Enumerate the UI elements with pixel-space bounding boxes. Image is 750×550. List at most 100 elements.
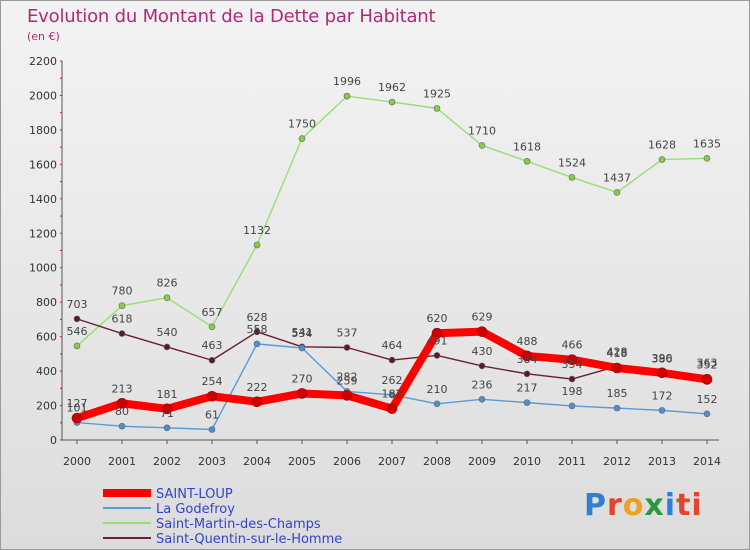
x-tick-label: 2004 (243, 455, 271, 468)
data-point (341, 390, 353, 401)
data-point (388, 391, 396, 399)
data-point (73, 342, 81, 350)
logo-letter: x (644, 488, 665, 523)
data-label: 463 (202, 339, 223, 352)
data-point (568, 174, 576, 181)
data-point (118, 422, 126, 430)
data-label: 558 (247, 323, 268, 336)
data-label: 541 (292, 326, 313, 339)
data-label: 386 (652, 353, 673, 366)
data-label: 254 (202, 375, 223, 388)
logo-letter: o (622, 488, 645, 523)
data-label: 1132 (243, 224, 271, 237)
data-label: 1996 (333, 75, 361, 88)
data-point (613, 189, 621, 196)
data-label: 172 (652, 389, 673, 402)
data-label: 1925 (423, 87, 451, 100)
data-label: 101 (67, 402, 88, 415)
data-point (296, 388, 308, 399)
y-tick-label: 200 (36, 400, 57, 413)
data-label: 826 (157, 277, 178, 290)
data-label: 1628 (648, 139, 676, 152)
data-point (253, 241, 261, 249)
x-tick-label: 2011 (558, 455, 586, 468)
data-point (118, 302, 126, 309)
data-point (73, 315, 81, 323)
data-label: 222 (247, 381, 268, 394)
data-point (71, 412, 83, 424)
data-point (568, 402, 576, 410)
logo-letter: i (691, 488, 703, 523)
data-label: 1437 (603, 171, 631, 184)
y-tick-label: 2000 (29, 89, 57, 102)
series-lines (71, 92, 713, 433)
data-label: 1750 (288, 118, 316, 131)
data-point (478, 396, 486, 403)
data-label: 657 (202, 306, 223, 319)
data-label: 428 (607, 345, 628, 358)
data-point (206, 390, 218, 402)
x-tick-label: 2003 (198, 455, 226, 468)
data-label: 352 (697, 358, 718, 371)
page-title: Evolution du Montant de la Dette par Hab… (27, 6, 436, 27)
x-tick-label: 2007 (378, 455, 406, 468)
data-label: 1635 (693, 137, 721, 150)
data-label: 213 (112, 382, 133, 395)
logo-letter: r (607, 488, 623, 523)
x-tick-label: 2001 (108, 455, 136, 468)
data-label: 262 (382, 374, 403, 387)
data-label: 181 (157, 388, 178, 401)
data-label: 217 (517, 382, 538, 395)
legend-label: La Godefroy (156, 502, 235, 517)
logo-letter: i (664, 488, 677, 523)
x-tick-label: 2006 (333, 455, 361, 468)
data-label: 185 (607, 387, 628, 400)
data-point (566, 354, 578, 366)
data-label: 363 (697, 356, 718, 369)
data-label: 71 (160, 407, 174, 420)
data-point (253, 340, 261, 348)
data-point (251, 396, 263, 408)
data-point (343, 344, 351, 351)
data-label: 1618 (513, 140, 541, 153)
data-label: 1962 (378, 81, 406, 94)
y-tick-label: 400 (36, 365, 57, 378)
chart-subtitle: (en €) (27, 30, 60, 43)
y-tick-label: 1200 (29, 227, 57, 240)
data-label: 703 (67, 298, 88, 311)
x-tick-label: 2014 (693, 455, 721, 468)
data-point (163, 294, 171, 302)
data-point (523, 370, 531, 378)
data-point (658, 156, 666, 163)
data-label: 236 (472, 378, 493, 391)
data-point (433, 400, 441, 408)
data-point (163, 343, 171, 351)
data-label: 537 (337, 326, 358, 339)
data-label: 488 (517, 335, 538, 348)
data-point (298, 135, 306, 142)
data-point (433, 352, 441, 359)
logo-letter: t (676, 488, 692, 523)
data-label: 80 (115, 405, 129, 418)
x-tick-label: 2009 (468, 455, 496, 468)
data-labels: 546 780 826 657 1132 1750 1996 1962 1925 1710 1618… (67, 75, 722, 421)
data-point (388, 98, 396, 106)
y-tick-label: 0 (50, 434, 57, 447)
data-point (568, 375, 576, 383)
data-label: 354 (562, 358, 583, 371)
data-point (116, 398, 128, 409)
data-point (388, 356, 396, 364)
data-point (208, 356, 216, 364)
data-point (703, 155, 711, 162)
y-tick-label: 1000 (29, 262, 57, 275)
data-label: 430 (472, 345, 493, 358)
data-label: 61 (205, 408, 219, 421)
data-label: 618 (112, 313, 133, 326)
y-tick-label: 1400 (29, 193, 57, 206)
y-tick-label: 1800 (29, 124, 57, 137)
data-point (521, 350, 533, 362)
data-label: 259 (337, 374, 358, 387)
chart-axes: 0 200 400 600 800 1000 1200 1400 1600 1800 2000 220… (29, 55, 721, 468)
logo-letter: P (584, 488, 607, 523)
